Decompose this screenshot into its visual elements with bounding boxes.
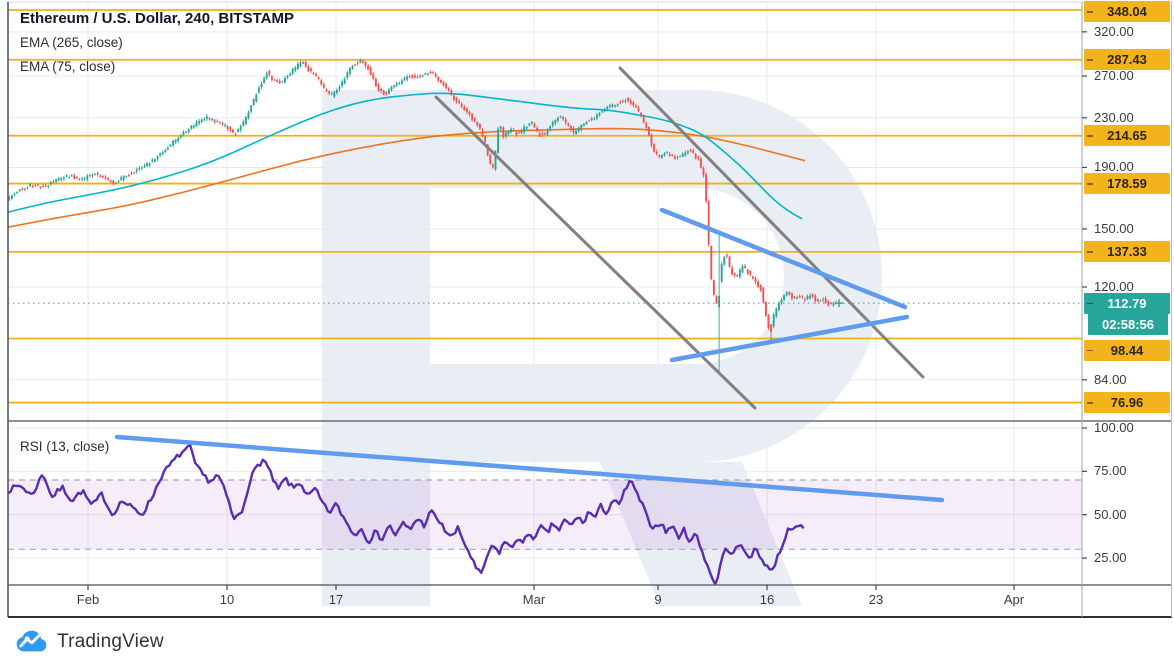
time-axis[interactable]: Feb 10 17 Mar 9 16 23 Apr xyxy=(8,585,1172,617)
chart-legend: Ethereum / U.S. Dollar, 240, BITSTAMP EM… xyxy=(20,10,294,76)
price-level-badge[interactable]: 137.33 xyxy=(1084,241,1170,263)
rsi-tick-label: 75.00 xyxy=(1094,463,1127,479)
rsi-tick-label: 50.00 xyxy=(1094,506,1127,522)
legend-ema75[interactable]: EMA (75, close) xyxy=(20,59,116,74)
price-tick-label: 150.00 xyxy=(1094,220,1134,236)
ema-lines xyxy=(8,92,806,229)
time-tick-label: 23 xyxy=(868,592,884,607)
price-level-badge[interactable]: 214.65 xyxy=(1084,125,1170,147)
pane-borders xyxy=(7,1,1172,618)
price-level-badge[interactable]: 98.44 xyxy=(1084,339,1170,361)
bar-countdown-badge: 02:58:56 xyxy=(1088,313,1168,335)
gold-price-level-lines[interactable] xyxy=(8,9,1082,404)
rsi-band xyxy=(8,479,1082,550)
time-tick-label: Feb xyxy=(76,592,100,607)
price-tick-label: 190.00 xyxy=(1094,159,1134,175)
price-level-badge[interactable]: 178.59 xyxy=(1084,173,1170,195)
time-tick-label: 10 xyxy=(219,592,235,607)
time-tick-label: Apr xyxy=(1003,592,1025,607)
time-tick-label: Mar xyxy=(522,592,546,607)
legend-ema265[interactable]: EMA (265, close) xyxy=(20,35,123,50)
price-tick-label: 320.00 xyxy=(1094,23,1134,39)
tradingview-brand-text: TradingView xyxy=(57,631,164,652)
rsi-pane-plot[interactable] xyxy=(8,422,1082,585)
symbol-title[interactable]: Ethereum / U.S. Dollar, 240, BITSTAMP xyxy=(20,10,294,27)
rsi-indicator-label[interactable]: RSI (13, close) xyxy=(20,439,110,454)
price-level-badge[interactable]: 287.43 xyxy=(1084,49,1170,71)
price-tick-label: 270.00 xyxy=(1094,68,1134,84)
price-tick-label: 230.00 xyxy=(1094,109,1134,125)
trendline-drawings[interactable] xyxy=(114,66,945,503)
price-level-badge[interactable]: 76.96 xyxy=(1084,392,1170,414)
tradingview-attribution[interactable]: TradingView xyxy=(14,629,164,655)
price-axis[interactable]: 320.00 270.00 230.00 190.00 150.00 120.00 84.0… xyxy=(1082,0,1174,617)
time-tick-label: 16 xyxy=(759,592,775,607)
rsi-tick-label: 100.00 xyxy=(1094,420,1134,435)
price-level-badge[interactable]: 348.04 xyxy=(1084,1,1170,22)
price-tick-label: 120.00 xyxy=(1094,279,1134,294)
rsi-line xyxy=(8,443,805,585)
current-price-badge: 112.79 xyxy=(1084,292,1170,314)
time-tick-label: 9 xyxy=(654,592,662,607)
price-tick-label: 84.00 xyxy=(1094,371,1127,387)
rsi-tick-label: 25.00 xyxy=(1094,549,1127,565)
candlesticks xyxy=(8,58,843,374)
tradingview-cloud-icon xyxy=(16,630,47,652)
time-tick-label: 17 xyxy=(328,592,344,607)
